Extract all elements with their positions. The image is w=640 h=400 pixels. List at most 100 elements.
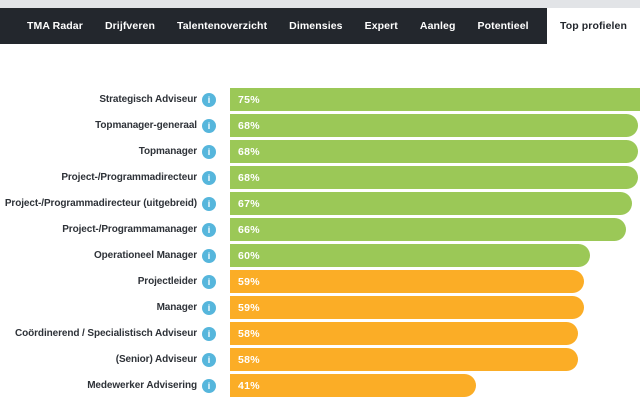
tab[interactable]: TMA Radar [16,8,94,44]
match-percentage: 60% [238,249,260,262]
info-icon[interactable]: i [202,378,216,393]
bar-track: 59% [230,270,640,293]
info-icon[interactable]: i [202,248,216,263]
tab[interactable]: Top profielen [546,8,640,44]
match-bar: 67% [230,192,632,215]
match-bar: 75% [230,88,640,111]
match-percentage: 75% [238,93,260,106]
match-percentage: 68% [238,171,260,184]
tab-label: Top profielen [559,20,627,32]
match-bar: 58% [230,322,578,345]
match-bar: 59% [230,296,584,319]
tab[interactable]: Potentieel [467,8,540,44]
profile-label: (Senior) Adviseur [115,354,197,365]
profile-label-cell: Project-/Programmadirecteur (uitgebreid)… [0,196,216,211]
match-percentage: 41% [238,379,260,392]
profile-label-cell: Strategisch Adviseur i [0,92,216,107]
info-icon[interactable]: i [202,196,216,211]
profile-label: Topmanager [138,146,197,157]
profile-label-cell: Coördinerend / Specialistisch Adviseur i [0,326,216,341]
info-icon[interactable]: i [202,170,216,185]
tab-label: TMA Radar [27,20,83,32]
bar-track: 60% [230,244,640,267]
match-percentage: 66% [238,223,260,236]
profile-label: Project-/Programmadirecteur [61,172,197,183]
info-icon[interactable]: i [202,274,216,289]
bar-track: 75% [230,88,640,111]
tab[interactable]: Expert [354,8,409,44]
profile-row: Operationeel Manager i 60% [0,244,640,267]
profile-row: Topmanager i 68% [0,140,640,163]
match-percentage: 59% [238,275,260,288]
info-icon[interactable]: i [202,326,216,341]
profile-bar-chart: Strategisch Adviseur i 75% Topmanager-ge… [0,88,640,397]
info-icon[interactable]: i [202,352,216,367]
tab[interactable]: Dimensies [278,8,353,44]
profile-row: Strategisch Adviseur i 75% [0,88,640,111]
bar-track: 66% [230,218,640,241]
tab-label: Drijfveren [104,20,155,32]
profile-row: Projectleider i 59% [0,270,640,293]
profile-label: Medewerker Advisering [87,380,197,391]
info-icon[interactable]: i [202,300,216,315]
tab[interactable]: Aanleg [409,8,467,44]
tab-label: Dimensies [289,20,343,32]
profile-label: Project-/Programmamanager [62,224,197,235]
profile-label-cell: Operationeel Manager i [0,248,216,263]
match-bar: 41% [230,374,476,397]
profile-row: Medewerker Advisering i 41% [0,374,640,397]
match-bar: 68% [230,140,638,163]
tab-label: Potentieel [477,20,529,32]
bar-track: 59% [230,296,640,319]
match-bar: 68% [230,114,638,137]
info-icon[interactable]: i [202,92,216,107]
tab-label: Talentenoverzicht [176,20,268,32]
profile-row: Topmanager-generaal i 68% [0,114,640,137]
info-icon[interactable]: i [202,118,216,133]
profile-row: Project-/Programmamanager i 66% [0,218,640,241]
bar-track: 68% [230,140,640,163]
profile-row: (Senior) Adviseur i 58% [0,348,640,371]
match-bar: 58% [230,348,578,371]
profile-row: Manager i 59% [0,296,640,319]
profile-label-cell: Topmanager-generaal i [0,118,216,133]
info-icon[interactable]: i [202,144,216,159]
match-percentage: 67% [238,197,260,210]
profile-label: Topmanager-generaal [95,120,197,131]
top-strip [0,0,640,8]
bar-track: 58% [230,322,640,345]
profile-label-cell: Medewerker Advisering i [0,378,216,393]
info-icon[interactable]: i [202,222,216,237]
bar-track: 68% [230,166,640,189]
match-percentage: 59% [238,301,260,314]
profile-label-cell: Topmanager i [0,144,216,159]
match-percentage: 58% [238,353,260,366]
tab-label: Aanleg [419,20,456,32]
bar-track: 41% [230,374,640,397]
tab[interactable]: Drijfveren [94,8,166,44]
profile-label: Projectleider [137,276,197,287]
bar-track: 68% [230,114,640,137]
profile-row: Project-/Programmadirecteur i 68% [0,166,640,189]
profile-label-cell: Projectleider i [0,274,216,289]
tab[interactable]: Talentenoverzicht [166,8,278,44]
profile-label: Operationeel Manager [93,250,197,261]
tab-label: Expert [364,20,398,32]
profile-label: Coördinerend / Specialistisch Adviseur [15,328,197,339]
match-bar: 68% [230,166,638,189]
profile-label-cell: Manager i [0,300,216,315]
profile-label-cell: Project-/Programmamanager i [0,222,216,237]
match-percentage: 58% [238,327,260,340]
profile-label: Manager [156,302,198,313]
match-bar: 60% [230,244,590,267]
profile-label-cell: (Senior) Adviseur i [0,352,216,367]
match-percentage: 68% [238,119,260,132]
profile-label-cell: Project-/Programmadirecteur i [0,170,216,185]
profile-label: Project-/Programmadirecteur (uitgebreid) [4,198,197,209]
match-percentage: 68% [238,145,260,158]
tab-bar: TMA Radar Drijfveren Talentenoverzicht D… [0,8,640,44]
profile-label: Strategisch Adviseur [99,94,197,105]
bar-track: 67% [230,192,640,215]
chart-area: Strategisch Adviseur i 75% Topmanager-ge… [0,44,640,397]
